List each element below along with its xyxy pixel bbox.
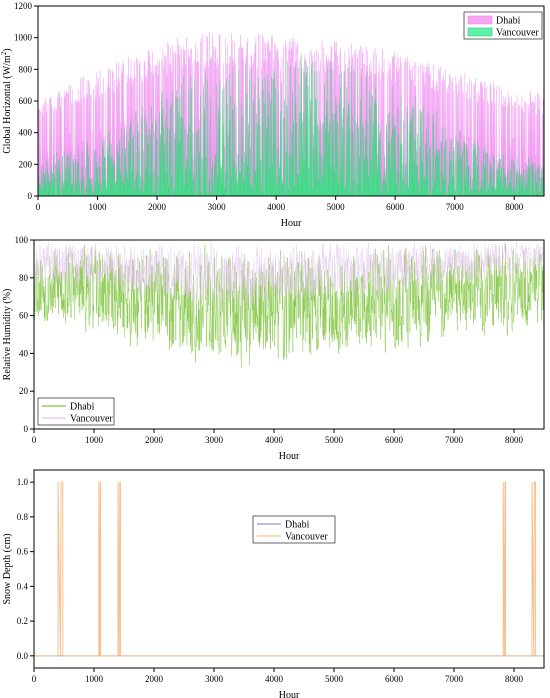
x-tick-label: 3000 — [205, 674, 224, 684]
plot-frame — [33, 239, 545, 430]
legend-entry-vancouver: Vancouver — [70, 414, 113, 425]
series-vancouver — [34, 241, 544, 309]
y-tick-label: 0.6 — [17, 547, 29, 557]
x-tick-label: 1000 — [89, 202, 108, 212]
x-tick-label: 7000 — [446, 202, 465, 212]
x-tick-label: 0 — [36, 202, 41, 212]
relative-humidity-panel: 0 1000 2000 3000 4000 5000 6000 7000 8000 0 20 40 60… — [2, 235, 545, 462]
y-tick-label: 0.2 — [17, 616, 28, 626]
x-tick-label: 6000 — [386, 202, 405, 212]
legend-entry-dhabi: Dhabi — [496, 16, 521, 27]
x-tick-label: 2000 — [145, 674, 164, 684]
x-axis-label: Hour — [279, 451, 300, 462]
y-tick-label: 600 — [19, 96, 33, 106]
x-tick-label: 2000 — [148, 202, 167, 212]
x-tick-label: 0 — [32, 674, 37, 684]
x-tick-label: 1000 — [85, 435, 104, 445]
x-tick-label: 6000 — [385, 435, 404, 445]
legend-box — [252, 515, 336, 544]
legend-entry-dhabi: Dhabi — [70, 402, 95, 413]
y-tick-label: 20 — [19, 386, 29, 396]
y-axis-label: Relative Humidity (%) — [2, 289, 13, 381]
x-tick-label: 1000 — [85, 674, 104, 684]
series-vancouver — [34, 481, 544, 657]
y-tick-label: 100 — [15, 235, 29, 245]
legend-entry-vancouver: Vancouver — [285, 532, 328, 543]
y-tick-label: 400 — [19, 128, 33, 138]
legend-entry-dhabi: Dhabi — [285, 520, 310, 531]
x-tick-label: 7000 — [445, 674, 464, 684]
x-tick-label: 4000 — [265, 435, 284, 445]
axes: 0 1000 2000 3000 4000 5000 6000 7000 8000 0 20 40 60… — [2, 235, 545, 462]
x-tick-label: 4000 — [265, 674, 284, 684]
y-tick-label: 40 — [19, 348, 29, 358]
x-tick-label: 8000 — [505, 674, 524, 684]
y-tick-label: 80 — [19, 273, 29, 283]
x-tick-label: 5000 — [327, 202, 346, 212]
x-tick-label: 6000 — [385, 674, 404, 684]
y-tick-label: 0 — [24, 424, 29, 434]
y-tick-label: 1200 — [14, 1, 33, 11]
x-axis-label: Hour — [279, 690, 300, 698]
global-horizontal-panel: 0 1000 2000 3000 4000 5000 6000 7000 8000 0 200 400… — [0, 1, 545, 229]
y-tick-label: 1.0 — [17, 477, 29, 487]
x-tick-label: 5000 — [325, 674, 344, 684]
y-tick-label: 1000 — [14, 33, 33, 43]
series-vancouver — [38, 56, 544, 196]
x-tick-label: 3000 — [205, 435, 224, 445]
legend-swatch-dhabi — [467, 15, 493, 25]
x-tick-label: 8000 — [505, 435, 524, 445]
y-tick-label: 200 — [19, 159, 33, 169]
x-tick-label: 7000 — [445, 435, 464, 445]
snow-depth-panel: 0 1000 2000 3000 4000 5000 6000 7000 8000 0.0 0.2 0… — [2, 469, 545, 698]
legend-swatch-vancouver — [467, 27, 493, 37]
x-tick-label: 0 — [32, 435, 37, 445]
y-tick-label: 800 — [19, 64, 33, 74]
x-axis-label: Hour — [281, 218, 302, 229]
axes: 0 1000 2000 3000 4000 5000 6000 7000 8000 0 200 400… — [0, 1, 545, 229]
legend-box — [37, 397, 115, 426]
y-tick-label: 0.0 — [17, 651, 29, 661]
y-tick-label: 0 — [28, 191, 33, 201]
y-axis-label: Snow Depth (cm) — [2, 533, 13, 604]
x-tick-label: 8000 — [505, 202, 524, 212]
legend-entry-vancouver: Vancouver — [496, 28, 539, 39]
y-tick-label: 60 — [19, 311, 29, 321]
x-tick-label: 3000 — [208, 202, 227, 212]
axes: 0 1000 2000 3000 4000 5000 6000 7000 8000 0.0 0.2 0… — [2, 469, 545, 698]
series-dhabi — [34, 244, 544, 368]
x-tick-label: 2000 — [145, 435, 164, 445]
y-tick-label: 0.4 — [17, 581, 29, 591]
y-tick-label: 0.8 — [17, 512, 29, 522]
plot-frame — [33, 469, 545, 669]
x-tick-label: 4000 — [267, 202, 286, 212]
x-tick-label: 5000 — [325, 435, 344, 445]
y-axis-label: Global Horizontal (W/m2) — [0, 48, 13, 153]
